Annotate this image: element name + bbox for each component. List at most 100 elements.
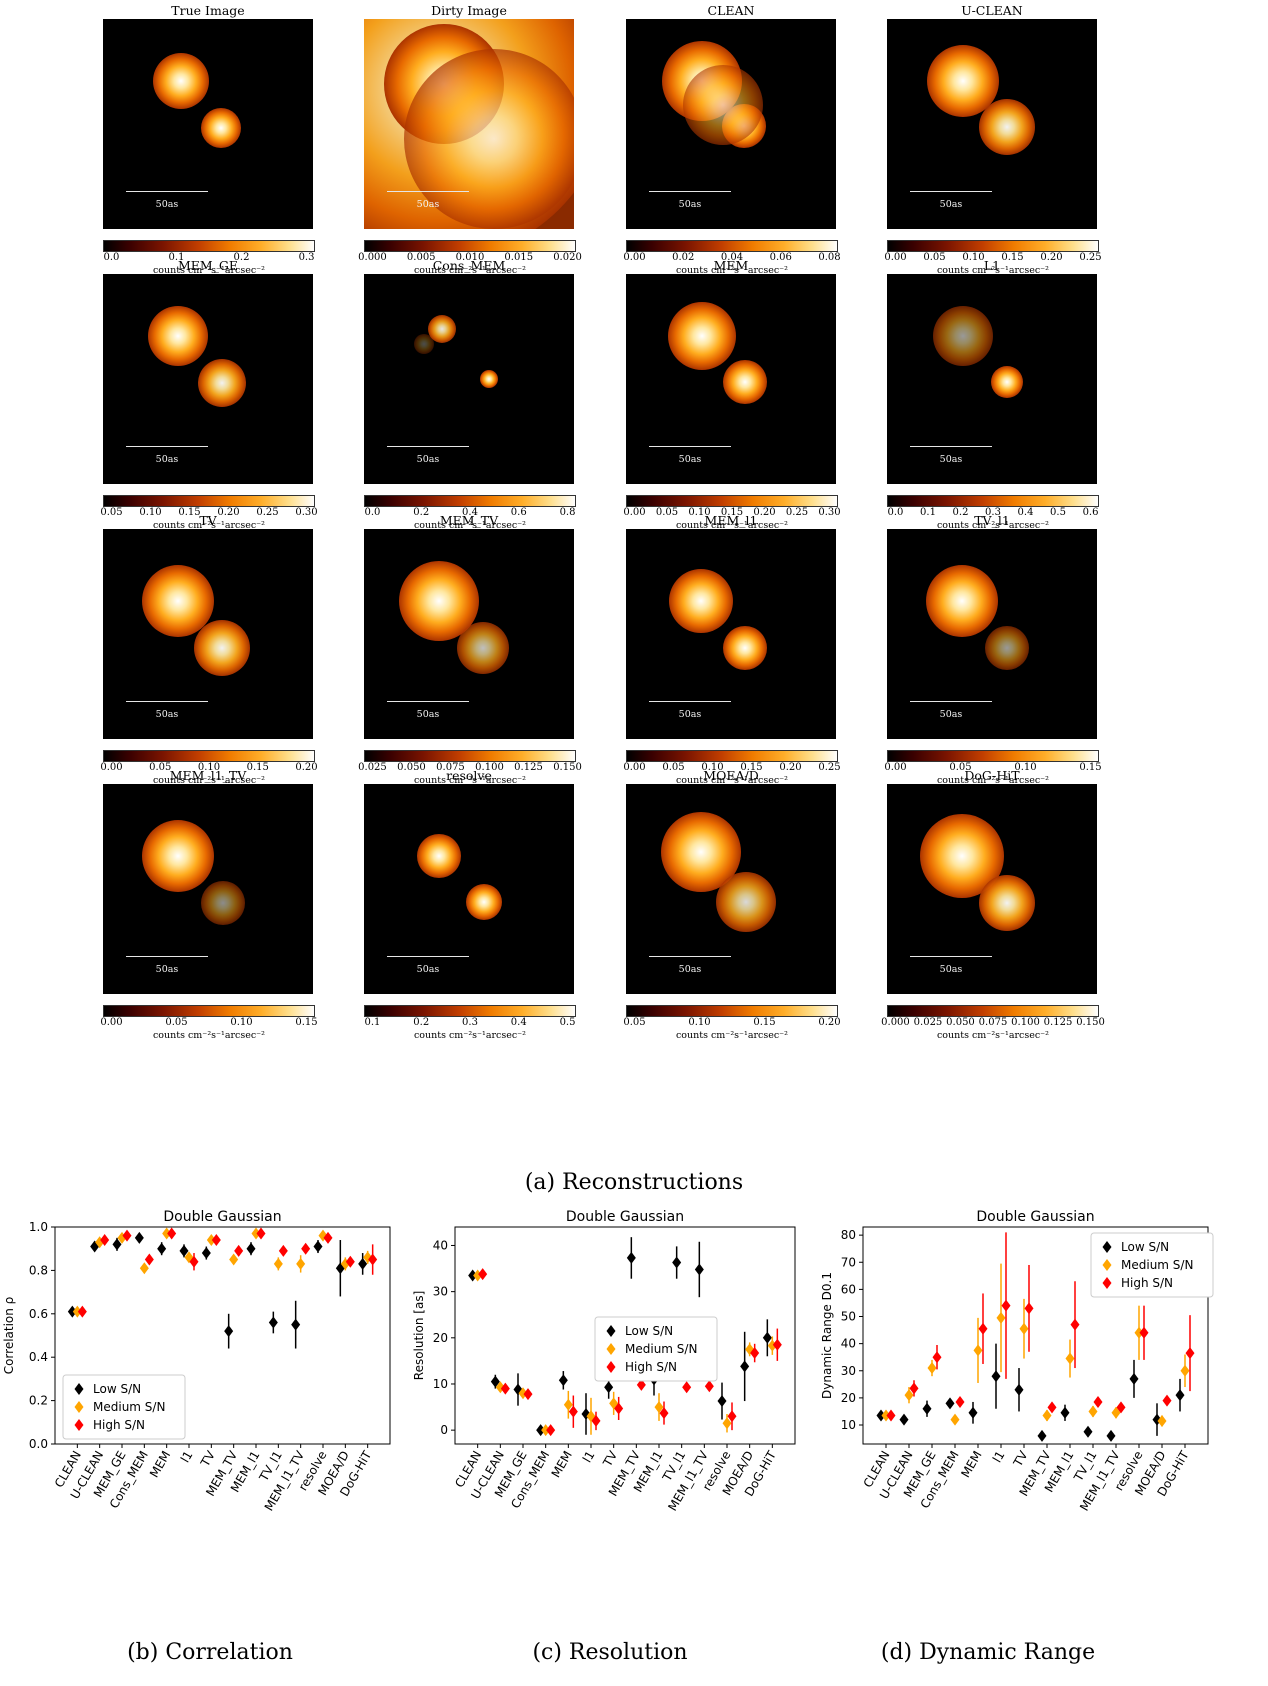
colorbar-ticks: 0.0 0.2 0.4 0.6 0.8 — [364, 507, 576, 521]
x-tick-label: TV — [1010, 1448, 1031, 1470]
source-blob — [723, 360, 767, 404]
data-point — [722, 1417, 732, 1430]
reconstruction-image: 50as — [364, 784, 574, 994]
data-point — [296, 1257, 306, 1270]
colorbar-tick-label: 0.20 — [818, 1017, 841, 1028]
recon-panel: MEM_TV 50as 0.025 0.050 0.075 0.100 0.125 0.150… — [349, 513, 629, 788]
colorbar-tick-label: 0.05 — [100, 507, 123, 518]
data-point — [704, 1380, 714, 1393]
data-point — [886, 1409, 896, 1422]
colorbar-ticks: 0.05 0.10 0.15 0.20 — [623, 1017, 841, 1031]
recon-panel: MEM_l1_TV 50as 0.00 0.05 0.10 0.15 counts cm⁻²… — [88, 768, 368, 1043]
colorbar-tick-label: 0.00 — [623, 507, 646, 518]
colorbar — [364, 1005, 576, 1017]
scale-bar — [910, 446, 992, 447]
data-point — [72, 1305, 82, 1318]
colorbar-tick-label: 0.15 — [246, 762, 269, 773]
y-tick-label: 0.8 — [29, 1263, 48, 1277]
source-blob — [148, 306, 208, 366]
recon-panel: Dirty Image 50as 0.000 0.005 0.010 0.015 0.020… — [349, 3, 629, 278]
reconstruction-image: 50as — [364, 19, 574, 229]
data-point — [495, 1381, 505, 1394]
scale-label: 50as — [155, 709, 179, 720]
data-point — [991, 1370, 1001, 1383]
colorbar-tick-label: 0.1 — [920, 507, 936, 518]
colorbar-ticks: 0.00 0.05 0.10 0.15 0.20 — [100, 762, 317, 776]
data-point — [762, 1331, 772, 1344]
scale-label: 50as — [678, 454, 702, 465]
y-tick-label: 40 — [841, 1337, 856, 1351]
data-point — [1162, 1394, 1172, 1407]
colorbar — [887, 495, 1099, 507]
colorbar — [626, 1005, 838, 1017]
legend-label: High S/N — [625, 1360, 677, 1374]
y-tick-label: 10 — [841, 1418, 856, 1432]
data-point — [273, 1257, 283, 1270]
colorbar-unit: counts cm⁻²s⁻¹arcsec⁻² — [152, 520, 265, 531]
colorbar-tick-label: 0.3 — [462, 1017, 478, 1028]
legend-marker — [1102, 1259, 1112, 1271]
panel-title: TV — [199, 513, 217, 528]
source-blob — [480, 370, 498, 388]
colorbar-tick-label: 0.08 — [818, 252, 841, 263]
data-point — [189, 1255, 199, 1268]
colorbar-tick-label: 0.06 — [769, 252, 792, 263]
colorbar-ticks: 0.05 0.10 0.15 0.20 0.25 0.30 — [100, 507, 318, 521]
reconstruction-image: 50as — [103, 529, 313, 739]
legend-marker — [74, 1383, 84, 1395]
legend-marker — [606, 1361, 616, 1373]
colorbar-tick-label: 0.1 — [168, 252, 185, 263]
scale-label: 50as — [155, 199, 179, 210]
colorbar-unit: counts cm⁻²s⁻¹arcsec⁻² — [675, 1030, 788, 1041]
colorbar — [103, 495, 315, 507]
data-point — [368, 1253, 378, 1266]
colorbar-tick-label: 0.20 — [779, 762, 802, 773]
scale-label: 50as — [678, 199, 702, 210]
data-point — [909, 1382, 919, 1395]
colorbar-ticks: 0.00 0.05 0.10 0.15 0.20 0.25 0.30 — [623, 507, 840, 521]
colorbar-unit: counts cm⁻²s⁻¹arcsec⁻² — [413, 1030, 526, 1041]
colorbar-tick-label: 0.05 — [662, 762, 685, 773]
data-point — [301, 1242, 311, 1255]
source-blob — [669, 569, 733, 633]
colorbar-tick-label: 0.1 — [364, 1017, 381, 1028]
panel-title: True Image — [171, 3, 245, 18]
data-point — [345, 1255, 355, 1268]
y-tick-label: 70 — [841, 1255, 856, 1269]
colorbar-unit: counts cm⁻²s⁻¹arcsec⁻² — [152, 265, 265, 276]
legend-label: Medium S/N — [93, 1400, 165, 1414]
data-point — [727, 1410, 737, 1423]
data-point — [95, 1236, 105, 1249]
data-point — [1175, 1389, 1185, 1402]
reconstruction-image: 50as — [887, 784, 1097, 994]
data-point — [224, 1325, 234, 1338]
legend-marker — [74, 1401, 84, 1413]
plot-frame — [54, 1226, 391, 1445]
colorbar-tick-label: 0.10 — [688, 507, 711, 518]
data-point — [157, 1242, 167, 1255]
colorbar-tick-label: 0.30 — [295, 507, 318, 518]
data-point — [955, 1395, 965, 1408]
colorbar-tick-label: 0.05 — [149, 762, 172, 773]
data-point — [591, 1414, 601, 1427]
colorbar-ticks: 0.1 0.2 0.3 0.4 0.5 — [364, 1017, 576, 1031]
data-point — [1111, 1406, 1121, 1419]
legend-marker — [606, 1325, 616, 1337]
data-point — [500, 1382, 510, 1395]
y-axis-label: Correlation ρ — [2, 1297, 16, 1375]
colorbar-tick-label: 0.000 — [881, 1017, 910, 1028]
y-axis-label: Dynamic Range D0.1 — [820, 1272, 834, 1399]
colorbar-tick-label: 0.15 — [178, 507, 201, 518]
colorbar-tick-label: 0.04 — [720, 252, 744, 263]
data-point — [1060, 1406, 1070, 1419]
colorbar-tick-label: 0.15 — [753, 1017, 776, 1028]
colorbar-tick-label: 0.15 — [1079, 762, 1102, 773]
colorbar-tick-label: 0.2 — [952, 507, 969, 518]
colorbar-unit: counts cm⁻²s⁻¹arcsec⁻² — [675, 520, 788, 531]
legend-label: Low S/N — [625, 1324, 673, 1338]
scale-bar — [387, 701, 469, 702]
caption-resolution: (c) Resolution — [532, 1640, 688, 1665]
data-point — [1088, 1405, 1098, 1418]
data-point — [899, 1413, 909, 1426]
source-blob — [457, 622, 509, 674]
